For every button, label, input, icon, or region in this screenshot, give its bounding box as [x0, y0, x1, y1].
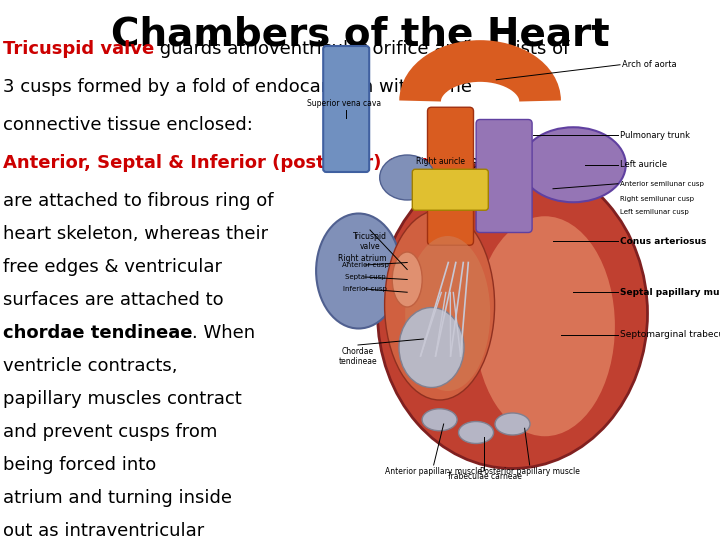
Text: Trabeculae carneae: Trabeculae carneae: [446, 472, 521, 481]
Text: Anterior, Septal & Inferior (posterior) cusps: Anterior, Septal & Inferior (posterior) …: [3, 154, 445, 172]
Text: chordae tendineae: chordae tendineae: [3, 324, 192, 342]
Text: free edges & ventricular: free edges & ventricular: [3, 258, 222, 276]
Text: atrium and turning inside: atrium and turning inside: [3, 489, 232, 507]
Ellipse shape: [475, 216, 615, 436]
Text: . When: . When: [192, 324, 256, 342]
Text: connective tissue enclosed:: connective tissue enclosed:: [3, 116, 253, 134]
Text: . Bases of cusps: . Bases of cusps: [445, 154, 590, 172]
Text: Arch of aorta: Arch of aorta: [622, 60, 677, 69]
Text: Tricuspid
valve: Tricuspid valve: [353, 232, 387, 252]
Ellipse shape: [316, 213, 401, 328]
Text: ventricle contracts,: ventricle contracts,: [3, 357, 178, 375]
FancyBboxPatch shape: [323, 46, 369, 172]
Ellipse shape: [405, 236, 490, 391]
Ellipse shape: [384, 210, 495, 400]
Text: Inferior cusp: Inferior cusp: [343, 286, 387, 292]
Text: heart skeleton, whereas their: heart skeleton, whereas their: [3, 225, 268, 243]
Ellipse shape: [379, 155, 435, 200]
Text: Chambers of the Heart: Chambers of the Heart: [111, 15, 609, 53]
Text: Septal cusp: Septal cusp: [345, 274, 385, 280]
Ellipse shape: [399, 307, 464, 388]
Text: surfaces are attached to: surfaces are attached to: [3, 291, 224, 309]
Text: Superior vena cava: Superior vena cava: [307, 99, 382, 108]
Text: Septal papillary muscle: Septal papillary muscle: [620, 288, 720, 297]
Text: guards atrioventricular orifice and consists of: guards atrioventricular orifice and cons…: [154, 40, 570, 58]
Text: being forced into: being forced into: [3, 456, 156, 474]
Text: Tricuspid valve: Tricuspid valve: [3, 40, 154, 58]
Text: Conus arteriosus: Conus arteriosus: [620, 237, 706, 246]
Text: Left semilunar cusp: Left semilunar cusp: [620, 209, 689, 215]
Text: out as intraventricular: out as intraventricular: [3, 522, 204, 540]
Text: Anterior cusp: Anterior cusp: [341, 262, 388, 268]
Text: Pulmonary trunk: Pulmonary trunk: [620, 131, 690, 139]
Ellipse shape: [392, 252, 422, 307]
Text: are attached to fibrous ring of: are attached to fibrous ring of: [3, 192, 274, 210]
Text: Anterior semilunar cusp: Anterior semilunar cusp: [620, 181, 704, 187]
FancyBboxPatch shape: [428, 107, 474, 245]
Ellipse shape: [377, 159, 647, 469]
Text: Right auricle: Right auricle: [416, 157, 465, 165]
Ellipse shape: [521, 127, 626, 202]
Text: 3 cusps formed by a fold of endocardium with some: 3 cusps formed by a fold of endocardium …: [3, 78, 472, 96]
Text: Septomarginal trabecula: Septomarginal trabecula: [620, 330, 720, 339]
Text: and prevent cusps from: and prevent cusps from: [3, 423, 217, 441]
Text: Chordae
tendineae: Chordae tendineae: [338, 347, 377, 367]
Text: Right semilunar cusp: Right semilunar cusp: [620, 195, 694, 202]
Ellipse shape: [459, 422, 493, 443]
Text: Left auricle: Left auricle: [620, 160, 667, 169]
Text: Anterior papillary muscle: Anterior papillary muscle: [385, 467, 482, 476]
FancyBboxPatch shape: [413, 169, 488, 210]
Text: Posterior papillary muscle: Posterior papillary muscle: [480, 467, 580, 476]
Ellipse shape: [495, 413, 530, 435]
Text: papillary muscles contract: papillary muscles contract: [3, 390, 242, 408]
FancyBboxPatch shape: [476, 119, 532, 233]
Ellipse shape: [422, 409, 457, 431]
Text: Right atrium: Right atrium: [338, 254, 387, 263]
